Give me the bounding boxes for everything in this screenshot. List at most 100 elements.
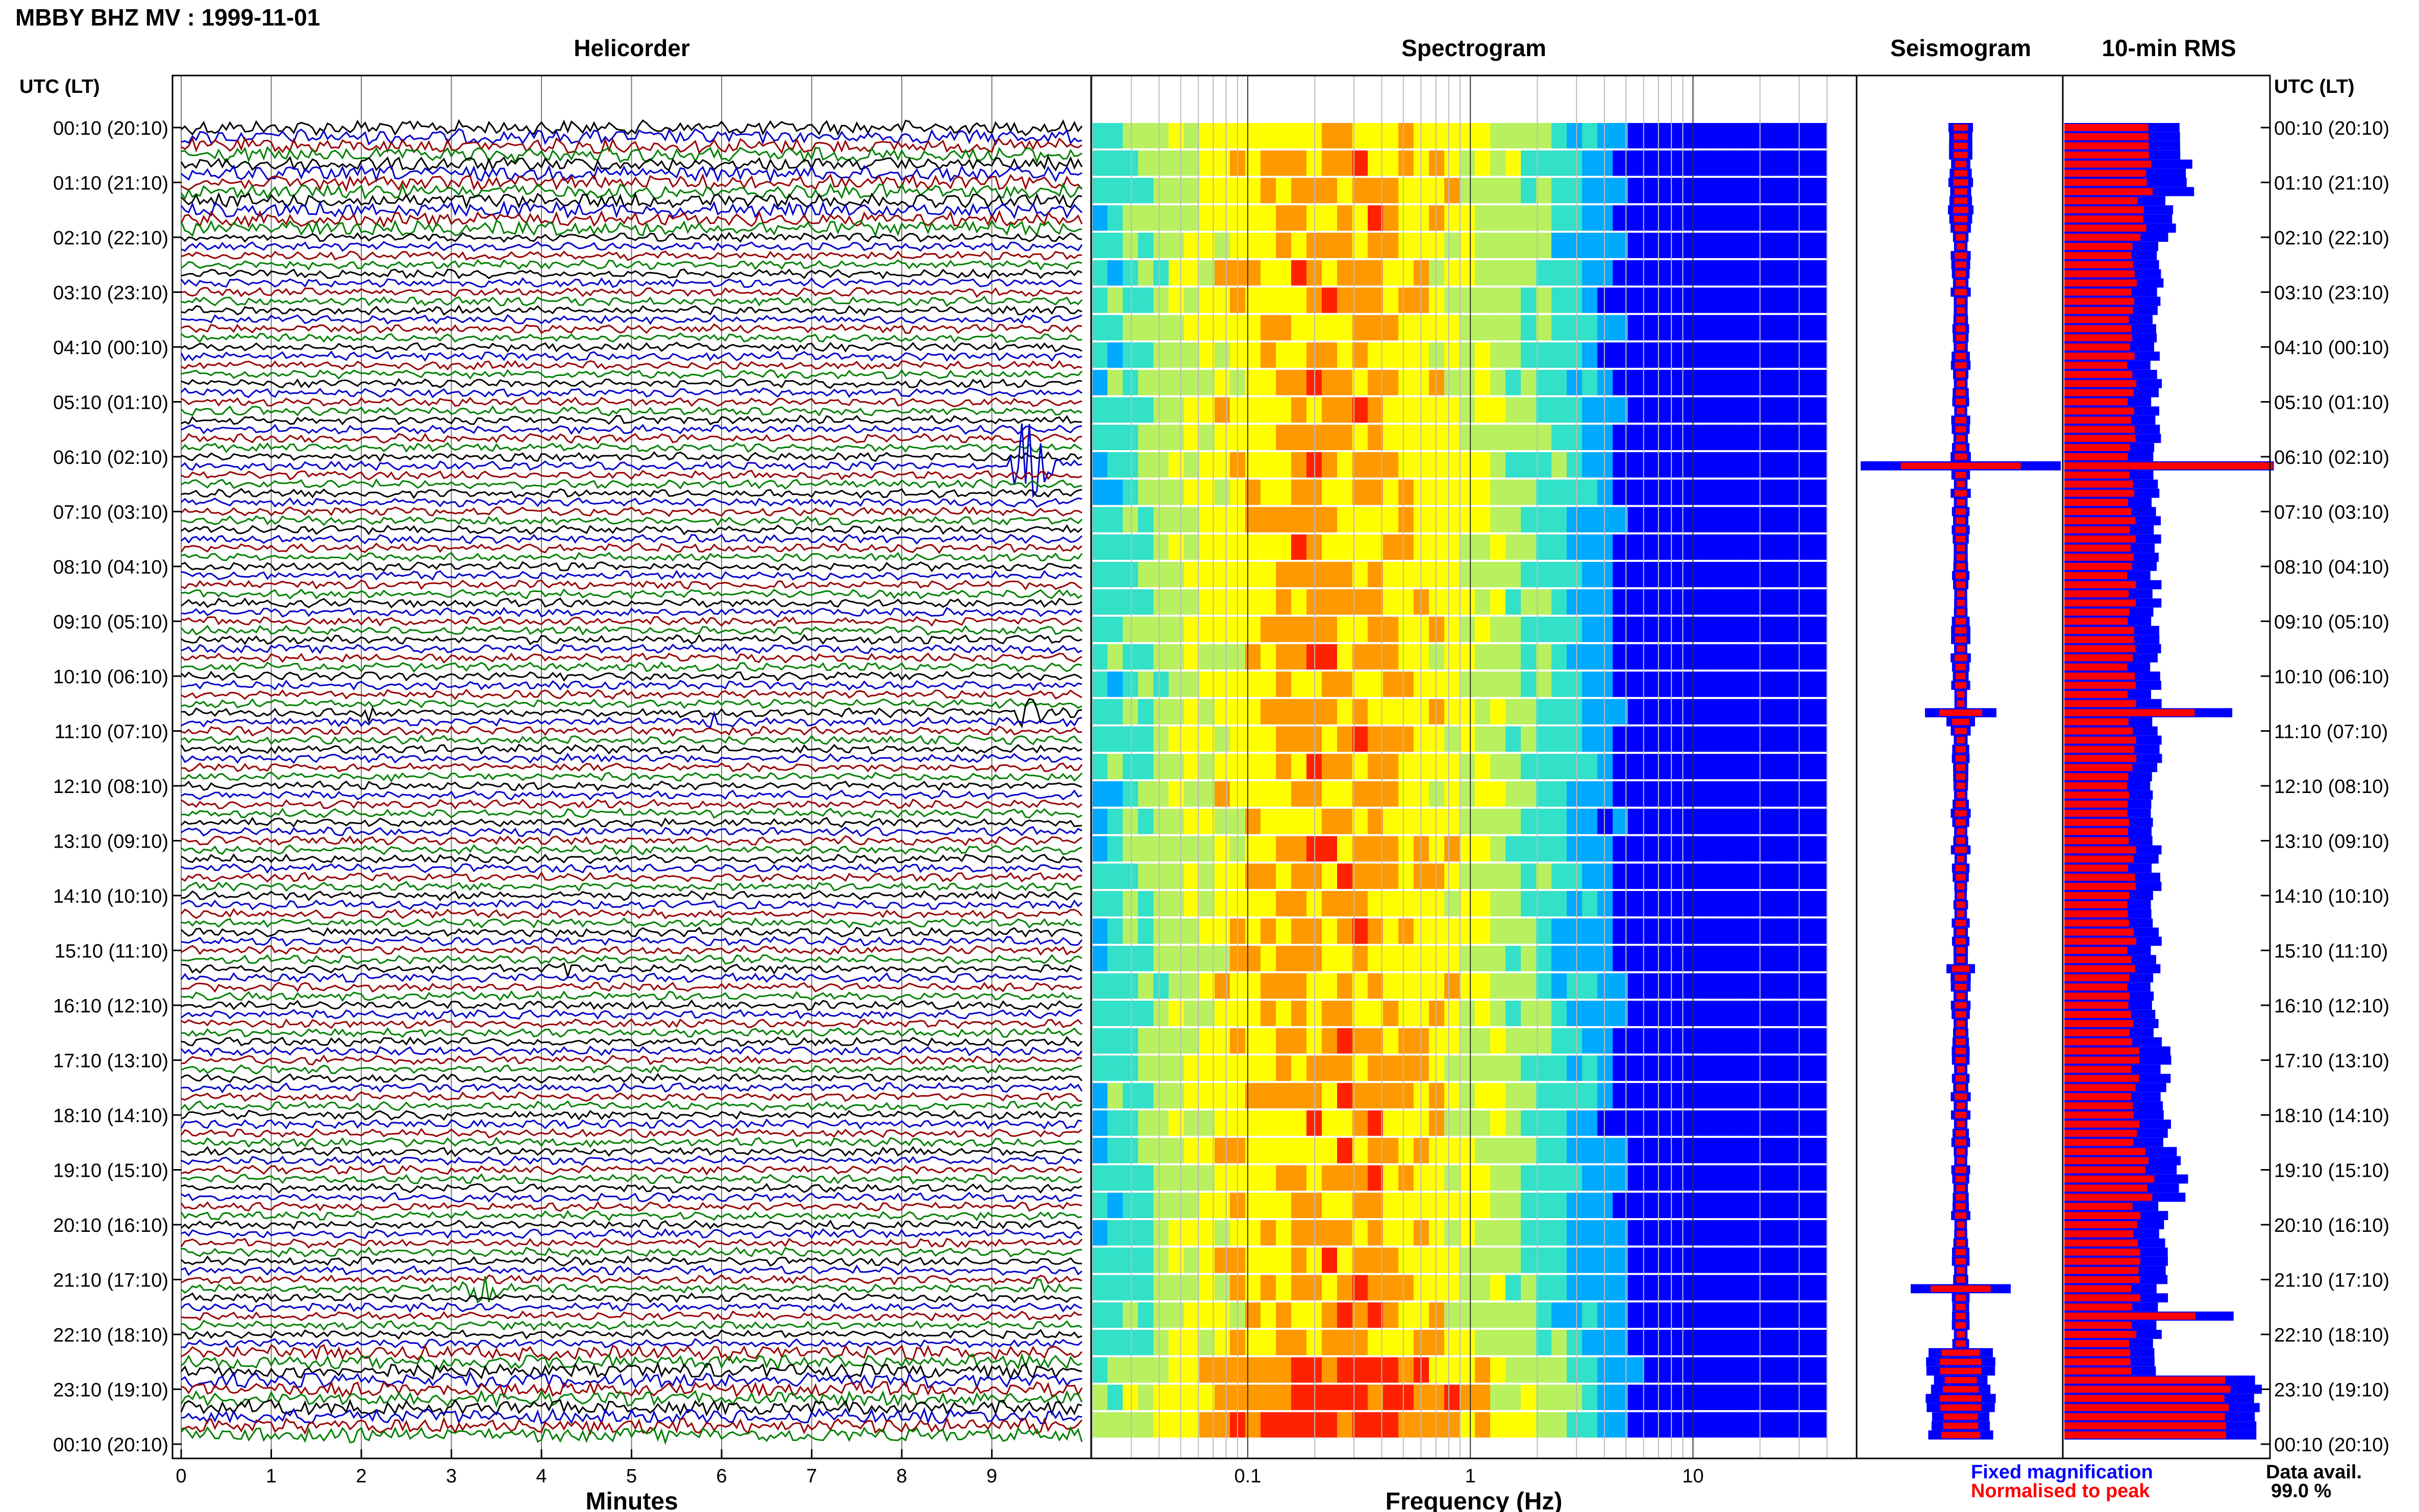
- helicorder-trace: [181, 917, 1082, 929]
- spectrogram-cell: [1781, 287, 1797, 313]
- spectrogram-cell: [1735, 287, 1751, 313]
- spectrogram-cell: [1674, 315, 1690, 341]
- spectrogram-cell: [1490, 754, 1506, 780]
- spectrogram-cell: [1169, 726, 1184, 752]
- spectrogram-cell: [1261, 808, 1276, 834]
- spectrogram-cell: [1674, 644, 1690, 670]
- spectrogram-cell: [1781, 1384, 1797, 1410]
- spectrogram-cell: [1383, 1412, 1399, 1438]
- spectrogram-cell: [1705, 479, 1720, 505]
- time-label-left: 11:10 (07:10): [55, 722, 168, 743]
- spectrogram-cell: [1674, 616, 1690, 642]
- spectrogram-cell: [1383, 1330, 1399, 1355]
- helicorder-trace: [180, 1426, 1083, 1445]
- spectrogram-cell: [1750, 1302, 1766, 1328]
- spectrogram-cell: [1720, 1412, 1736, 1438]
- spectrogram-cell: [1490, 205, 1506, 231]
- spectrogram-cell: [1199, 534, 1215, 560]
- spectrogram-cell: [1536, 808, 1552, 834]
- spectrogram-cell: [1567, 1193, 1583, 1219]
- spectrogram-cell: [1092, 1137, 1108, 1163]
- spectrogram-cell: [1460, 589, 1475, 615]
- spectrogram-cell: [1674, 205, 1690, 231]
- spectrogram-cell: [1521, 507, 1537, 533]
- spectrogram-cell: [1398, 808, 1414, 834]
- spectrogram-cell: [1582, 287, 1598, 313]
- spectrogram-cell: [1567, 808, 1583, 834]
- spectrogram-cell: [1536, 1220, 1552, 1246]
- spectrogram-cell: [1735, 1137, 1751, 1163]
- spectrogram-cell: [1460, 178, 1475, 204]
- rms-normalised-bar: [2064, 627, 2134, 634]
- spectrogram-cell: [1444, 699, 1460, 725]
- spectrogram-cell: [1521, 123, 1537, 148]
- spectrogram-cell: [1107, 1110, 1123, 1136]
- spectrogram-cell: [1368, 973, 1384, 999]
- spectrogram-cell: [1720, 754, 1736, 780]
- spectrogram-cell: [1812, 534, 1828, 560]
- spectrogram-cell: [1781, 1330, 1797, 1355]
- helicorder-trace: [181, 1246, 1082, 1258]
- spectrogram-cell: [1674, 1137, 1690, 1163]
- spectrogram-cell: [1138, 918, 1154, 944]
- spectrogram-cell: [1337, 863, 1353, 889]
- spectrogram-cell: [1138, 781, 1154, 807]
- rms-bars: [2064, 123, 2274, 1440]
- spectrogram-cell: [1674, 562, 1690, 587]
- spectrogram-cell: [1460, 863, 1475, 889]
- helicorder-trace: [181, 304, 1082, 316]
- spectrogram-cell: [1199, 562, 1215, 587]
- spectrogram-cell: [1383, 1357, 1399, 1383]
- spectrogram-cell: [1490, 233, 1506, 258]
- spectrogram-cell: [1597, 178, 1613, 204]
- spectrogram-cell: [1750, 123, 1766, 148]
- spectrogram-cell: [1505, 397, 1521, 423]
- spectrogram-cell: [1276, 726, 1292, 752]
- spectrogram-cell: [1291, 562, 1307, 587]
- spectrogram-cell: [1597, 534, 1613, 560]
- spectrogram-cell: [1643, 863, 1659, 889]
- spectrogram-cell: [1551, 1028, 1567, 1054]
- spectrogram-cell: [1092, 808, 1108, 834]
- spectrogram-cell: [1674, 1220, 1690, 1246]
- helicorder-trace: [181, 1082, 1083, 1094]
- spectrogram-cell: [1460, 315, 1475, 341]
- spectrogram-cell: [1674, 836, 1690, 862]
- spectrogram-cell: [1475, 644, 1491, 670]
- spectrogram-cell: [1368, 287, 1384, 313]
- spectrogram-cell: [1398, 1330, 1414, 1355]
- spectrogram-cell: [1536, 507, 1552, 533]
- spectrogram-cell: [1261, 973, 1276, 999]
- spectrogram-cell: [1169, 1384, 1184, 1410]
- spectrogram-cell: [1674, 726, 1690, 752]
- spectrogram-cell: [1521, 425, 1537, 451]
- spectrogram-cell: [1750, 534, 1766, 560]
- spectrogram-cell: [1720, 507, 1736, 533]
- spectrogram-cell: [1490, 342, 1506, 368]
- spectrogram-cell: [1184, 369, 1200, 395]
- spectrogram-cell: [1551, 808, 1567, 834]
- spectrogram-cell: [1383, 863, 1399, 889]
- spectrogram-cell: [1781, 369, 1797, 395]
- spectrogram-cell: [1352, 150, 1368, 176]
- rms-normalised-bar: [2064, 416, 2131, 424]
- spectrogram-cell: [1521, 644, 1537, 670]
- spectrogram-cell: [1582, 699, 1598, 725]
- spectrogram-cell: [1689, 1247, 1705, 1273]
- spectrogram-cell: [1551, 205, 1567, 231]
- spectrogram-cell: [1674, 1110, 1690, 1136]
- spectrogram-cell: [1582, 1028, 1598, 1054]
- spectrogram-cell: [1153, 369, 1169, 395]
- spectrogram-cell: [1628, 397, 1644, 423]
- spectrogram-cell: [1368, 479, 1384, 505]
- rms-normalised-bar: [2064, 444, 2130, 451]
- spectrogram-cell: [1567, 1302, 1583, 1328]
- spectrogram-cell: [1597, 973, 1613, 999]
- spectrogram-cell: [1505, 507, 1521, 533]
- spectrogram-cell: [1291, 425, 1307, 451]
- spectrogram-cell: [1536, 644, 1552, 670]
- spectrogram-cell: [1291, 1412, 1307, 1438]
- spectrogram-cell: [1322, 1193, 1338, 1219]
- spectrogram-cell: [1674, 479, 1690, 505]
- spectrogram-cell: [1781, 973, 1797, 999]
